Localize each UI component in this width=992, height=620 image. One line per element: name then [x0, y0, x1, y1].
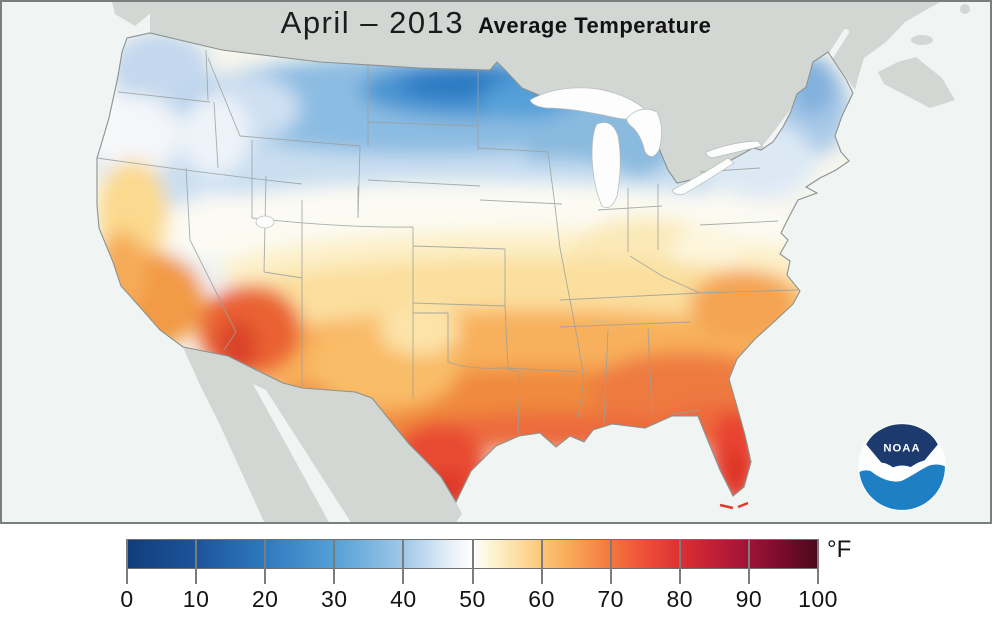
tick-label: 80 [666, 586, 694, 612]
tick-label: 0 [120, 586, 134, 612]
tick-label: 100 [798, 586, 838, 612]
tick-label: 20 [251, 586, 279, 612]
colorbar-unit-label: °F [827, 536, 852, 563]
tick-label: 70 [597, 586, 624, 612]
tick-label: 60 [528, 586, 555, 612]
lake-huron [626, 108, 662, 157]
tick-label: 90 [735, 586, 763, 612]
canada-landmass [112, 2, 970, 183]
great-salt-lake [255, 215, 275, 229]
noaa-logo-icon: NOAA [858, 423, 946, 511]
map-area: April – 2013 Average Temperature NOAA [0, 0, 992, 524]
noaa-logo: NOAA [856, 421, 948, 513]
lake-michigan [591, 122, 621, 208]
noaa-logo-text: NOAA [883, 443, 920, 455]
colorbar: 0 10 20 30 40 50 60 70 80 90 100 °F [0, 524, 992, 620]
us-map-svg [0, 0, 992, 524]
tick-label: 40 [390, 586, 417, 612]
state-borders [96, 49, 799, 435]
tick-label: 10 [182, 586, 210, 612]
tick-label: 30 [321, 586, 348, 612]
colorbar-tick-labels: 0 10 20 30 40 50 60 70 80 90 100 [120, 586, 837, 616]
florida-keys [719, 501, 749, 510]
us-temperature-field [97, 33, 853, 502]
lake-ontario [705, 140, 763, 159]
lake-erie [671, 157, 735, 195]
great-lakes [255, 87, 763, 229]
us-outline [96, 32, 854, 504]
tick-label: 50 [459, 586, 486, 612]
gulf-of-california [253, 384, 352, 524]
map-frame-border [0, 0, 992, 524]
colorbar-gradient [127, 539, 818, 569]
mexico-landmass [183, 347, 462, 524]
